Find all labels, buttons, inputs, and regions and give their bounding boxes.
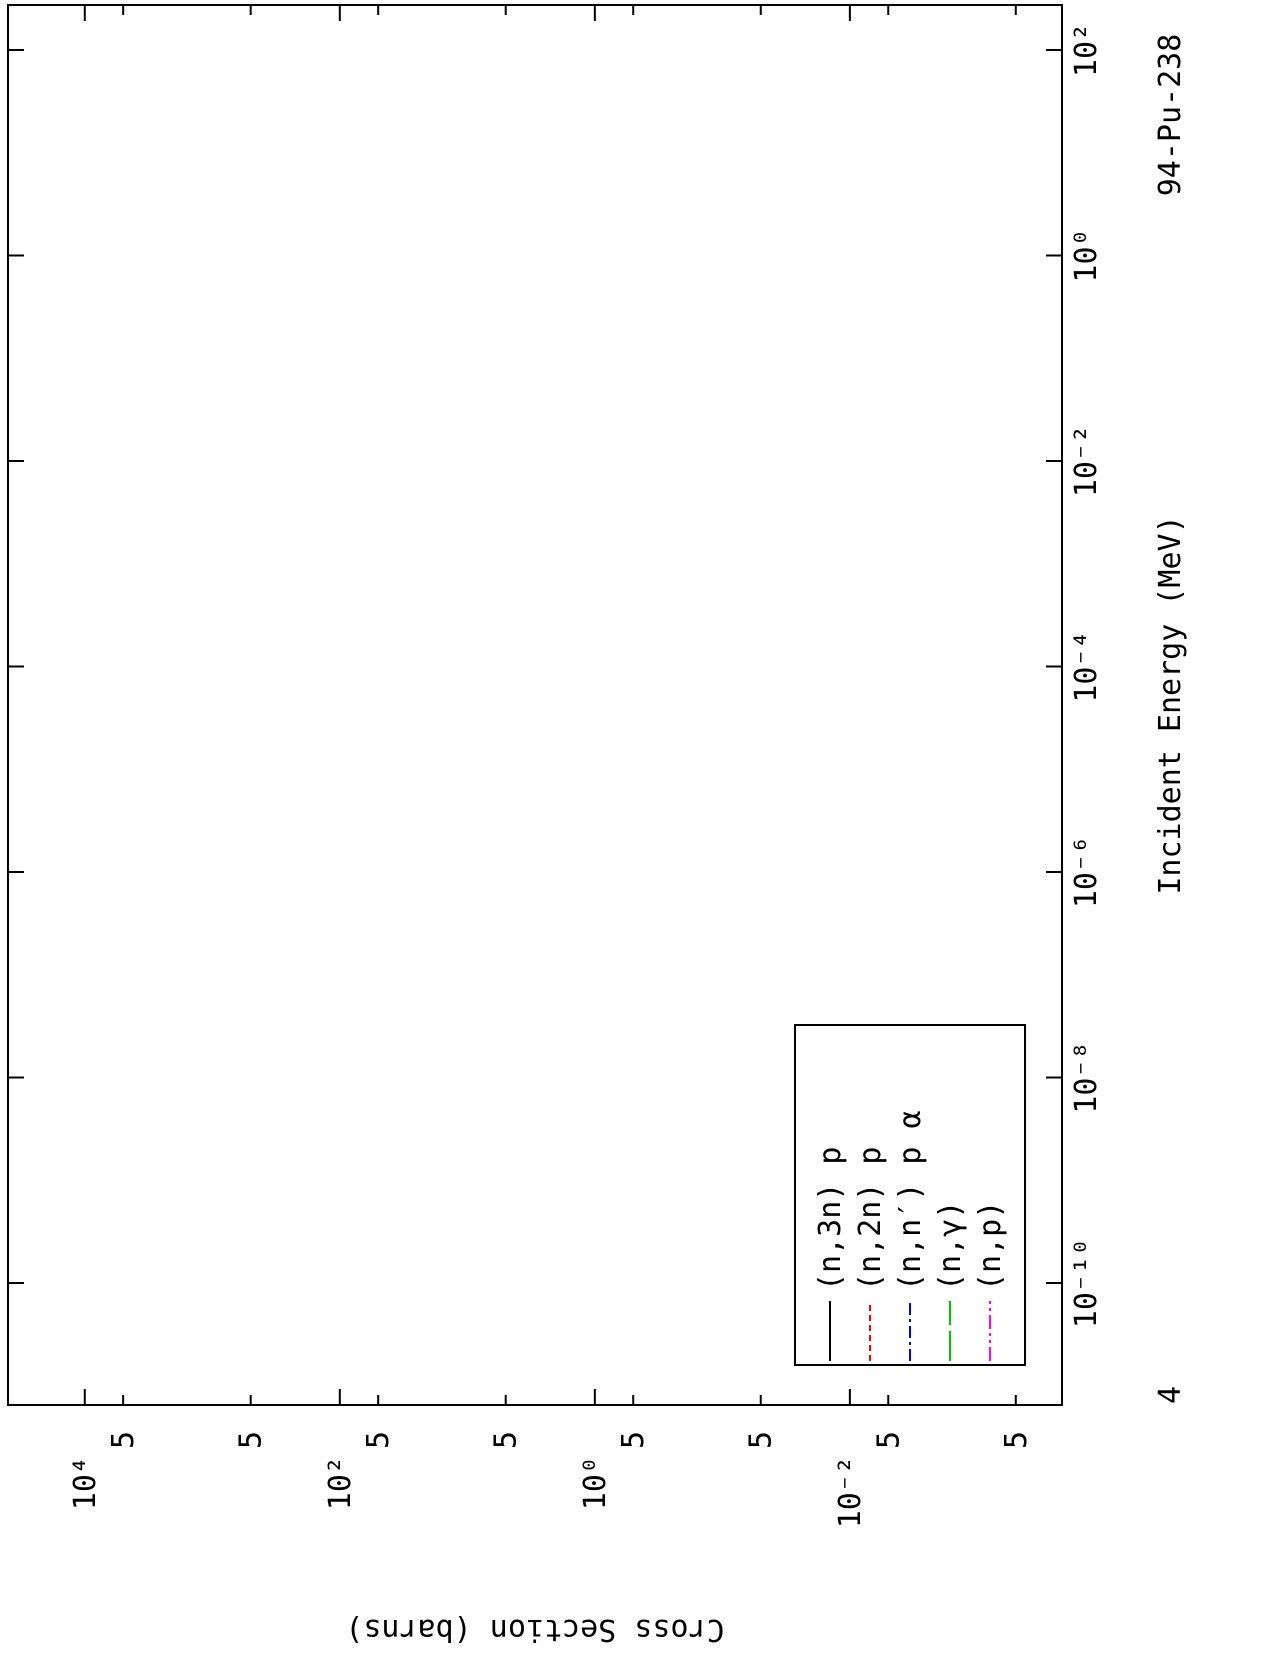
- y-tick-label: 10⁴: [68, 1456, 103, 1510]
- plot-frame: [7, 4, 1063, 1406]
- y-tick-label: 5: [616, 1431, 651, 1449]
- legend-flag: p: [813, 1147, 848, 1165]
- legend-label: (n,3n): [813, 1183, 848, 1291]
- annotation: 94-Pu-238: [1153, 34, 1188, 197]
- x-tick-label: 10²: [1069, 23, 1104, 77]
- x-tick-label: 10⁻⁴: [1069, 630, 1104, 702]
- legend-label: (n,γ): [933, 1201, 968, 1291]
- y-tick-label: 5: [234, 1431, 269, 1449]
- legend-label: (n,n′): [893, 1183, 928, 1291]
- x-tick-label: 10⁻⁶: [1069, 836, 1104, 908]
- y-tick-label: 5: [106, 1431, 141, 1449]
- y-tick-label: 5: [999, 1431, 1034, 1449]
- plot-rotated: Incident Energy (MeV) 94-Pu-238 4 Cross …: [7, 4, 1188, 1647]
- legend-label: (n,p): [973, 1201, 1008, 1291]
- x-tick-label: 10⁻⁸: [1069, 1041, 1104, 1113]
- legend-flag: p: [853, 1147, 888, 1165]
- y-tick-label: 5: [871, 1431, 906, 1449]
- y-tick-label: 5: [361, 1431, 396, 1449]
- y-tick-label: 5: [744, 1431, 779, 1449]
- y-tick-label: 10²: [323, 1456, 358, 1510]
- y-tick-label: 5: [489, 1431, 524, 1449]
- x-tick-label: 10⁻¹⁰: [1069, 1238, 1104, 1328]
- x-tick-label: 10⁻²: [1069, 425, 1104, 497]
- legend-label: (n,2n): [853, 1183, 888, 1291]
- y-tick-label: 10⁰: [578, 1456, 613, 1510]
- legend-box: [794, 1024, 1026, 1366]
- corner-note: 4: [1153, 1386, 1188, 1404]
- x-axis-label: Incident Energy (MeV): [1153, 515, 1188, 894]
- x-tick-label: 10⁰: [1069, 228, 1104, 282]
- legend-flag: p α: [893, 1110, 928, 1164]
- y-tick-label: 10⁻²: [833, 1456, 868, 1528]
- y-axis-label: Cross Section (barns): [345, 1612, 724, 1647]
